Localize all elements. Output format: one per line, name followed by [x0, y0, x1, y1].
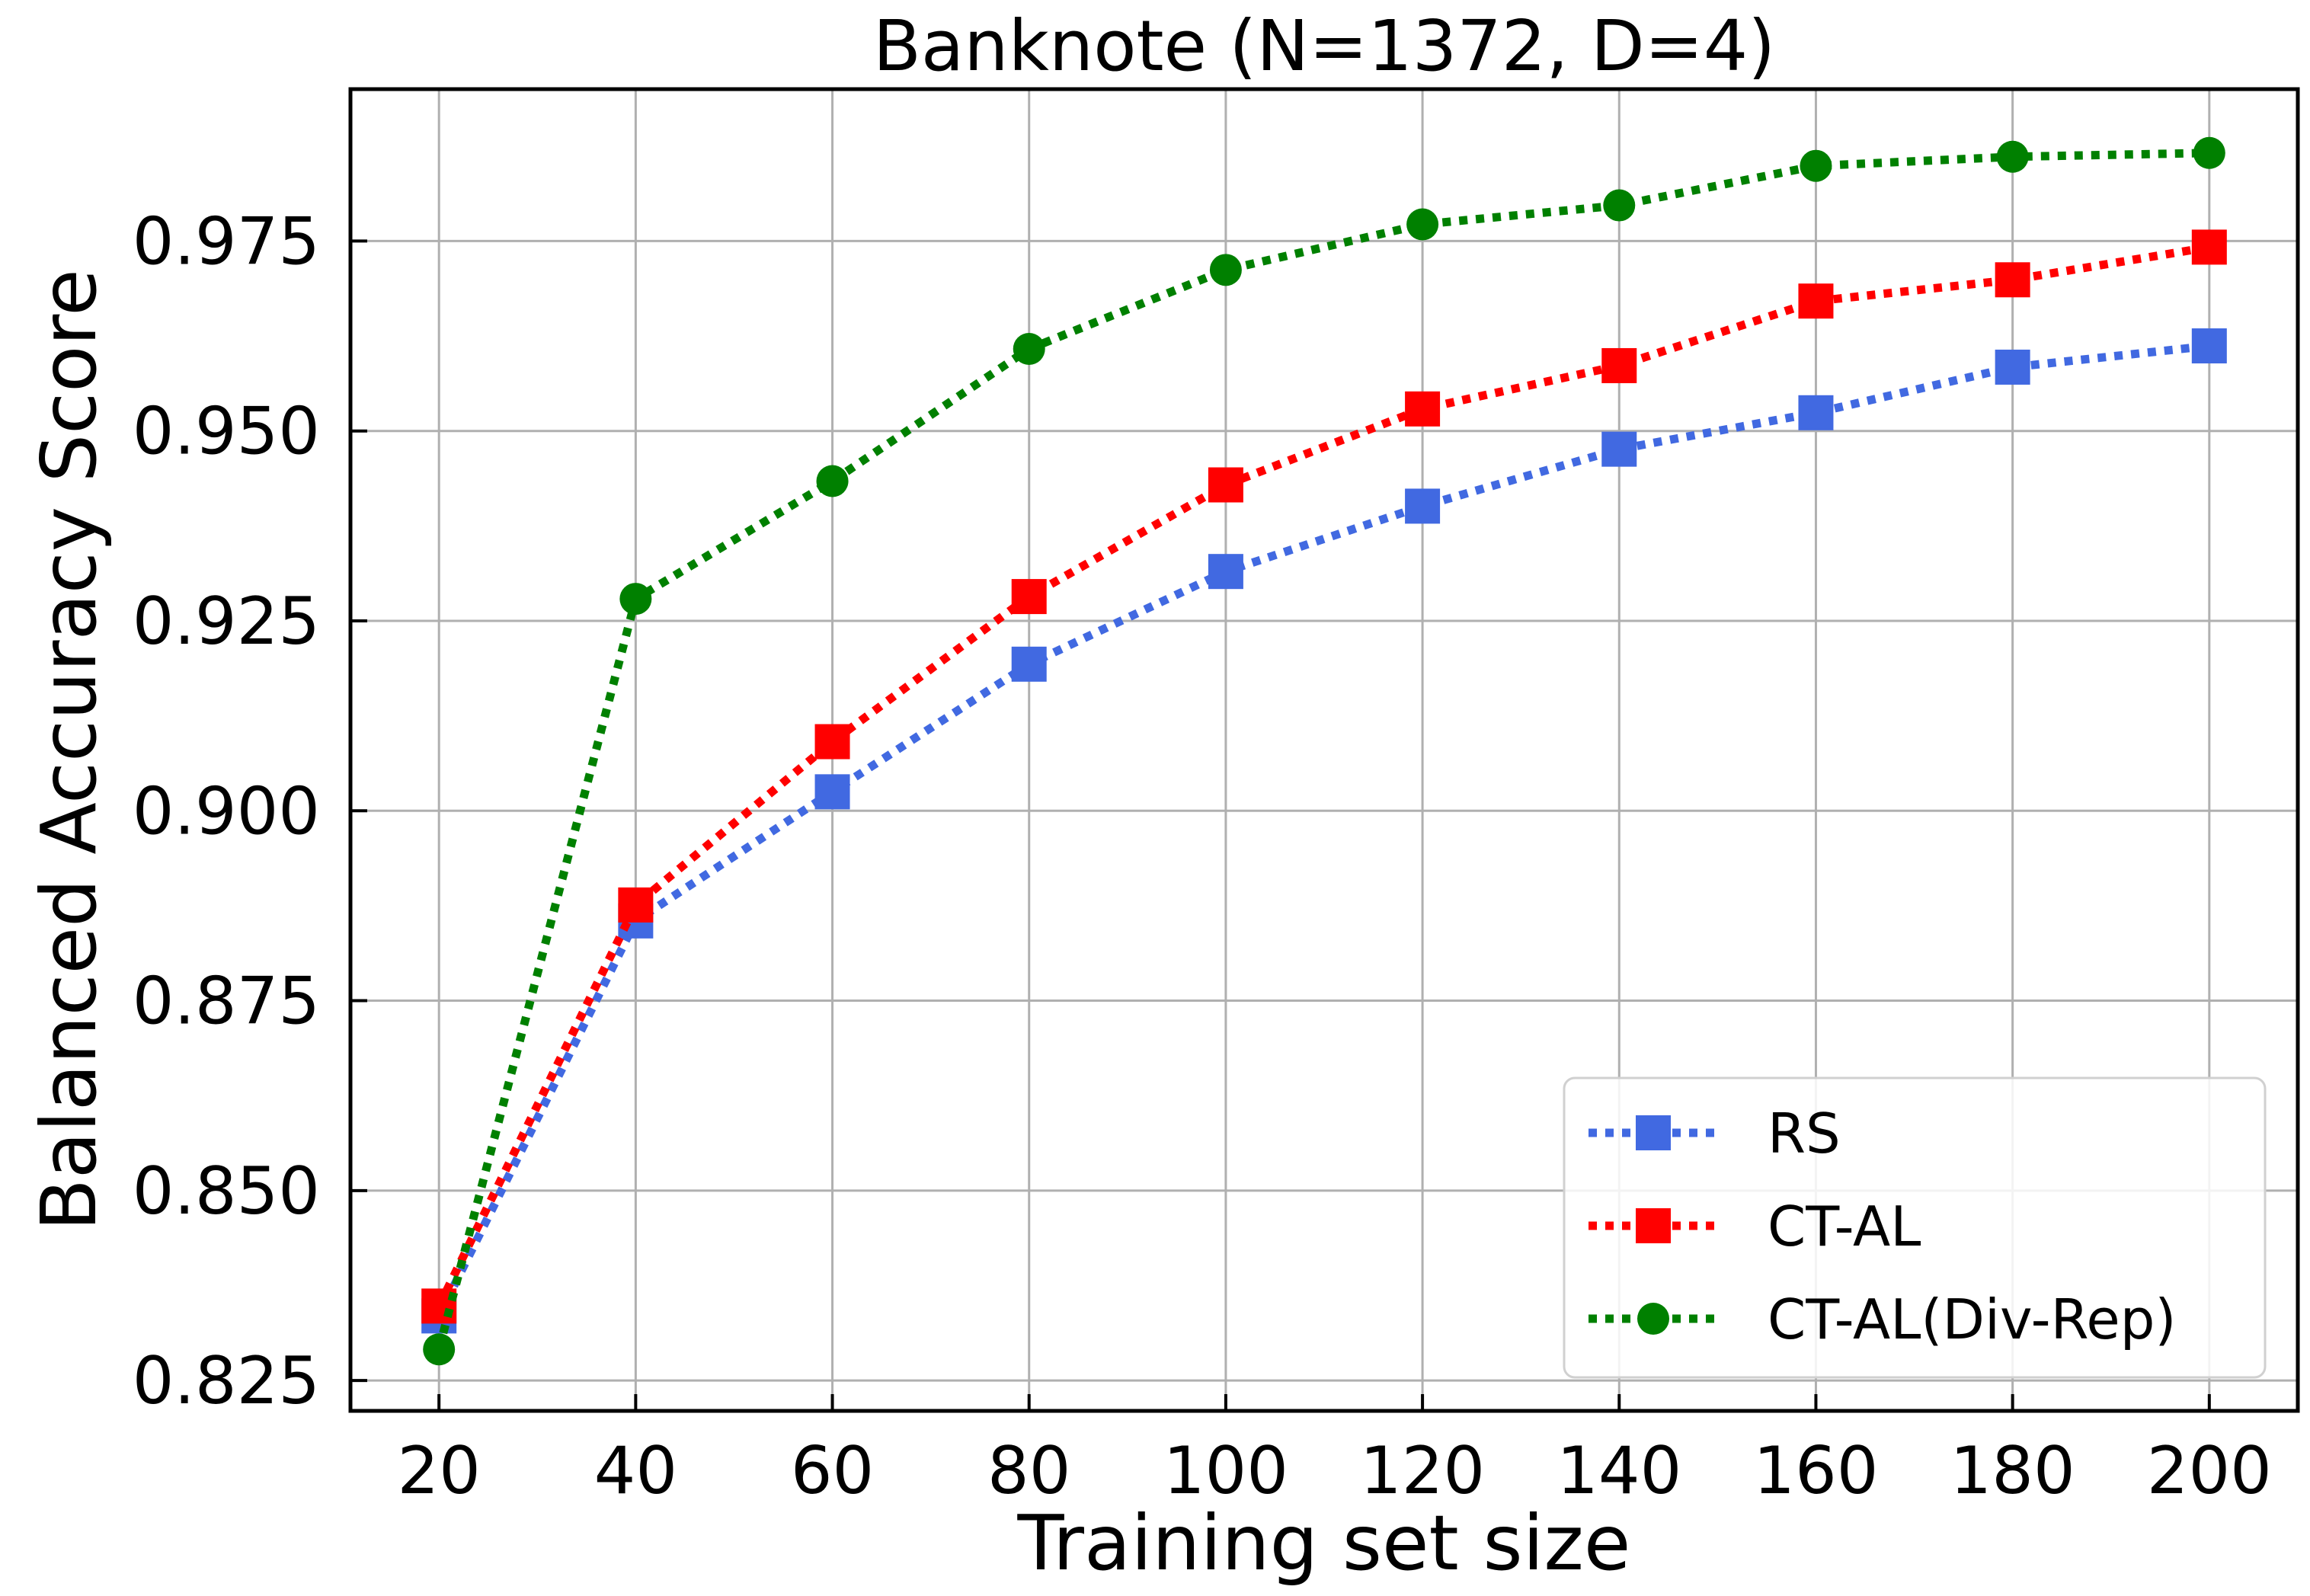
y-tick-label: 0.900	[133, 773, 320, 849]
data-point	[816, 465, 849, 497]
data-point	[1601, 347, 1637, 383]
data-point	[423, 1333, 456, 1366]
data-point	[1011, 646, 1047, 682]
legend-marker	[1636, 1115, 1671, 1150]
data-point	[1405, 488, 1441, 524]
plot-frame	[348, 87, 2300, 1413]
data-point	[618, 887, 654, 923]
data-point	[1603, 189, 1636, 222]
legend-label: CT-AL	[1768, 1195, 1921, 1259]
data-point	[1995, 349, 2030, 385]
data-point	[1208, 467, 1243, 503]
data-point	[1011, 579, 1047, 615]
legend: RS CT-AL CT-AL(Div-Rep)	[1563, 1076, 2267, 1379]
legend-marker	[1636, 1208, 1671, 1243]
x-tick-label: 200	[2147, 1433, 2272, 1509]
legend-entry: CT-AL	[1589, 1195, 1921, 1259]
legend-label: CT-AL(Div-Rep)	[1768, 1287, 2176, 1351]
data-series	[421, 136, 2227, 1366]
x-tick-label: 40	[594, 1433, 677, 1509]
y-tick-label: 0.825	[133, 1343, 320, 1419]
data-point	[1405, 391, 1441, 427]
data-point	[1208, 554, 1243, 590]
data-point	[1209, 254, 1242, 286]
legend-entry: CT-AL(Div-Rep)	[1589, 1287, 2176, 1351]
y-axis-label: Balanced Accuracy Score	[24, 269, 114, 1231]
x-tick-label: 100	[1163, 1433, 1288, 1509]
data-point	[2193, 136, 2225, 169]
y-tick-label: 0.950	[133, 394, 320, 470]
x-tick-label: 20	[397, 1433, 480, 1509]
legend-label: RS	[1768, 1102, 1841, 1166]
data-point	[1406, 208, 1439, 241]
x-tick-label: 180	[1950, 1433, 2075, 1509]
legend-box	[1563, 1076, 2267, 1379]
data-point	[1601, 431, 1637, 467]
legend-marker	[1637, 1303, 1669, 1335]
series-line	[435, 242, 2210, 1308]
data-point	[1013, 333, 1045, 366]
y-axis-ticks: 0.825 0.850 0.875 0.900 0.925 0.950 0.975	[133, 203, 367, 1419]
series-line	[434, 149, 2209, 1351]
y-tick-label: 0.850	[133, 1153, 320, 1230]
y-tick-label: 0.975	[133, 203, 320, 280]
x-tick-label: 120	[1360, 1433, 1485, 1509]
series-ct-al-div-rep-	[423, 136, 2225, 1366]
chart-title: Banknote (N=1372, D=4)	[873, 5, 1775, 87]
y-tick-label: 0.875	[133, 964, 320, 1040]
series-line	[435, 341, 2210, 1318]
series-ct-al	[421, 229, 2227, 1324]
data-point	[814, 774, 850, 810]
x-tick-label: 80	[987, 1433, 1070, 1509]
data-point	[1800, 149, 1832, 182]
data-point	[2191, 229, 2227, 265]
x-tick-label: 140	[1557, 1433, 1681, 1509]
data-point	[1996, 140, 2029, 173]
data-point	[619, 583, 652, 616]
x-axis-ticks: 20 40 60 80 100 120 140 160 180 200	[397, 1394, 2272, 1509]
x-tick-label: 60	[791, 1433, 874, 1509]
legend-entry: RS	[1589, 1102, 1841, 1166]
data-point	[814, 724, 850, 760]
y-tick-label: 0.925	[133, 584, 320, 660]
x-tick-label: 160	[1753, 1433, 1878, 1509]
data-point	[1798, 395, 1834, 430]
data-point	[1995, 262, 2030, 298]
data-point	[2191, 328, 2227, 364]
x-axis-label: Training set size	[1017, 1498, 1631, 1588]
data-point	[1798, 283, 1834, 319]
